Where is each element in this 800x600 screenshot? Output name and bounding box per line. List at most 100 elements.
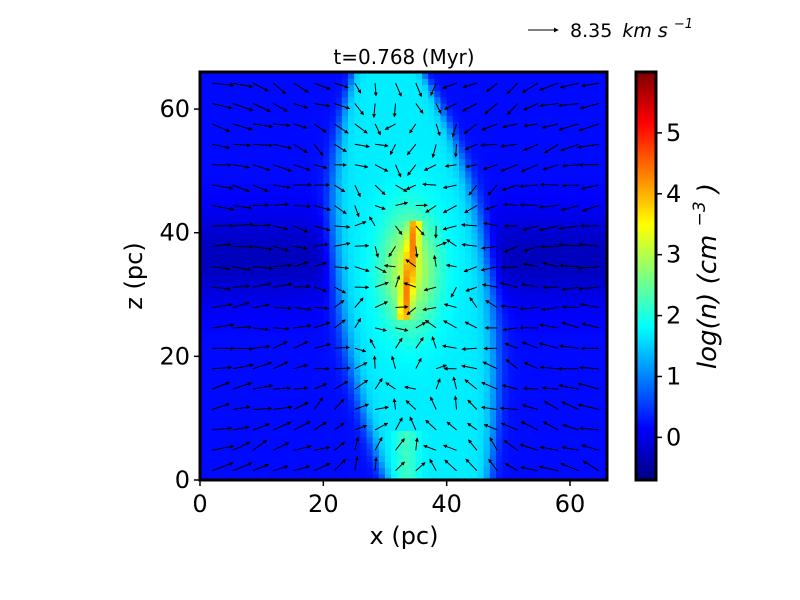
density-cell	[496, 306, 503, 314]
density-cell	[354, 232, 361, 240]
density-cell	[280, 276, 287, 283]
density-cell	[200, 96, 207, 104]
density-cell	[323, 276, 331, 283]
density-cell	[422, 276, 429, 283]
density-cell	[483, 189, 491, 197]
density-cell	[335, 226, 343, 234]
density-cell	[335, 294, 343, 302]
density-cell	[249, 170, 257, 178]
density-cell	[526, 78, 534, 85]
density-cell	[218, 238, 226, 246]
density-cell	[520, 102, 528, 110]
density-cell	[496, 232, 503, 240]
density-cell	[378, 294, 386, 302]
density-cell	[329, 294, 337, 302]
velocity-arrow	[422, 182, 437, 187]
density-cell	[267, 288, 275, 296]
density-cell	[212, 189, 220, 197]
velocity-arrow	[273, 225, 289, 231]
density-cell	[391, 170, 398, 178]
colorbar-label-base: log(n) (cm	[693, 235, 723, 369]
density-cell	[496, 257, 503, 265]
density-cell	[360, 467, 368, 475]
density-cell	[526, 300, 534, 308]
density-cell	[545, 331, 553, 339]
velocity-arrow	[252, 266, 274, 271]
density-cell	[496, 251, 503, 259]
density-cell	[514, 109, 522, 116]
density-cell	[323, 387, 331, 395]
density-cell	[317, 257, 324, 265]
density-cell	[551, 350, 559, 357]
density-cell	[378, 140, 386, 147]
density-cell	[502, 78, 509, 85]
density-cell	[243, 102, 250, 110]
density-cell	[317, 473, 324, 480]
density-cell	[329, 325, 337, 333]
density-cell	[280, 251, 287, 259]
density-cell	[267, 90, 275, 98]
density-cell	[224, 337, 232, 345]
density-cell	[206, 288, 213, 296]
density-cell	[551, 90, 559, 98]
density-cell	[378, 102, 386, 110]
density-cell	[212, 387, 220, 395]
density-cell	[341, 467, 349, 475]
density-cell	[526, 189, 534, 197]
density-cell	[514, 245, 522, 252]
density-cell	[298, 282, 306, 289]
density-cell	[545, 288, 553, 296]
density-cell	[452, 282, 460, 289]
density-cell	[267, 350, 275, 357]
density-cell	[520, 393, 528, 401]
density-cell	[557, 393, 565, 401]
density-cell	[206, 90, 213, 98]
density-cell	[594, 381, 602, 388]
density-cell	[317, 325, 324, 333]
density-cell	[397, 313, 405, 320]
density-cell	[206, 344, 213, 351]
density-cell	[570, 418, 577, 425]
density-cell	[520, 78, 528, 85]
density-cell	[502, 430, 509, 438]
velocity-arrow	[464, 379, 478, 390]
density-cell	[397, 127, 405, 135]
density-cell	[335, 387, 343, 395]
density-cell	[261, 109, 269, 116]
density-cell	[508, 164, 516, 172]
density-cell	[298, 368, 306, 376]
density-cell	[551, 109, 559, 116]
velocity-arrow	[273, 202, 290, 207]
density-cell	[440, 368, 448, 376]
density-cell	[230, 331, 238, 339]
density-cell	[434, 72, 442, 79]
density-cell	[428, 442, 435, 450]
density-cell	[200, 127, 207, 135]
density-cell	[249, 177, 257, 184]
density-cell	[582, 374, 590, 382]
density-cell	[304, 84, 312, 92]
density-cell	[298, 325, 306, 333]
density-cell	[477, 245, 485, 252]
density-cell	[397, 288, 405, 296]
density-cell	[311, 208, 318, 215]
density-cell	[218, 90, 226, 98]
density-cell	[348, 170, 355, 178]
density-cell	[570, 84, 577, 92]
velocity-arrow	[539, 445, 559, 451]
density-cell	[576, 288, 583, 296]
density-cell	[391, 344, 398, 351]
density-cell	[533, 319, 540, 327]
density-cell	[397, 424, 405, 432]
density-cell	[249, 121, 257, 129]
density-cell	[255, 393, 263, 401]
density-cell	[335, 183, 343, 191]
density-cell	[409, 251, 417, 259]
density-cell	[508, 257, 516, 265]
density-cell	[298, 158, 306, 166]
density-cell	[477, 146, 485, 153]
density-cell	[348, 387, 355, 395]
density-cell	[415, 449, 423, 456]
density-cell	[465, 368, 472, 376]
density-cell	[200, 72, 207, 79]
